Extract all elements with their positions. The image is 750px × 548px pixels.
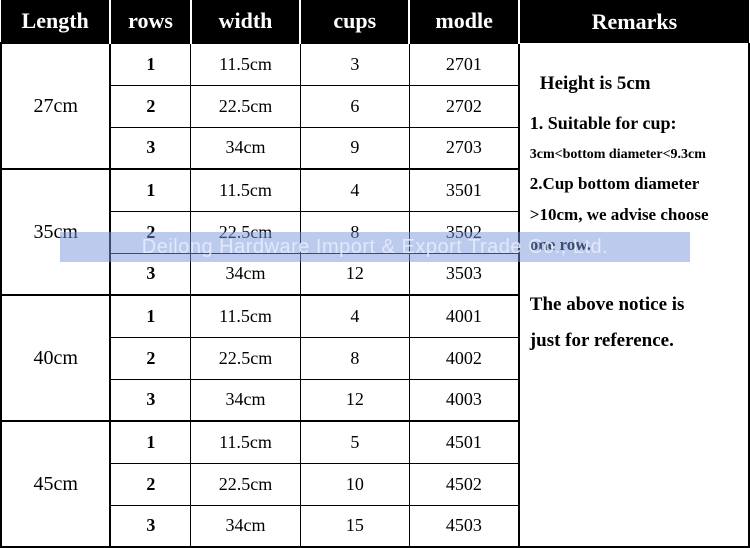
- modle-cell: 4501: [409, 421, 518, 463]
- modle-cell: 2703: [409, 127, 518, 169]
- width-cell: 22.5cm: [191, 337, 300, 379]
- rows-cell: 2: [110, 85, 191, 127]
- cups-cell: 6: [300, 85, 409, 127]
- modle-cell: 2701: [409, 43, 518, 85]
- cups-cell: 8: [300, 211, 409, 253]
- width-cell: 34cm: [191, 127, 300, 169]
- rows-cell: 1: [110, 295, 191, 337]
- width-cell: 34cm: [191, 505, 300, 547]
- rows-cell: 1: [110, 43, 191, 85]
- remarks-height: Height is 5cm: [530, 67, 740, 101]
- cups-cell: 5: [300, 421, 409, 463]
- header-rows: rows: [110, 0, 191, 43]
- header-width: width: [191, 0, 300, 43]
- modle-cell: 4003: [409, 379, 518, 421]
- width-cell: 34cm: [191, 253, 300, 295]
- rows-cell: 2: [110, 463, 191, 505]
- header-length: Length: [1, 0, 110, 43]
- spec-table: Length rows width cups modle Remarks 27c…: [0, 0, 750, 548]
- width-cell: 22.5cm: [191, 211, 300, 253]
- length-cell: 27cm: [1, 43, 110, 169]
- rows-cell: 3: [110, 253, 191, 295]
- cups-cell: 3: [300, 43, 409, 85]
- rows-cell: 2: [110, 337, 191, 379]
- cups-cell: 12: [300, 379, 409, 421]
- modle-cell: 3501: [409, 169, 518, 211]
- spec-table-container: Length rows width cups modle Remarks 27c…: [0, 0, 750, 548]
- header-remarks: Remarks: [519, 0, 749, 43]
- width-cell: 22.5cm: [191, 85, 300, 127]
- header-row: Length rows width cups modle Remarks: [1, 0, 749, 43]
- rows-cell: 1: [110, 421, 191, 463]
- cups-cell: 4: [300, 169, 409, 211]
- modle-cell: 4502: [409, 463, 518, 505]
- modle-cell: 3502: [409, 211, 518, 253]
- width-cell: 11.5cm: [191, 169, 300, 211]
- width-cell: 22.5cm: [191, 463, 300, 505]
- header-modle: modle: [409, 0, 518, 43]
- modle-cell: 2702: [409, 85, 518, 127]
- rows-cell: 2: [110, 211, 191, 253]
- remarks-line1-label: 1. Suitable for cup:: [530, 113, 677, 133]
- spec-table-body: 27cm 1 11.5cm 3 2701 Height is 5cm 1. Su…: [1, 43, 749, 547]
- cups-cell: 10: [300, 463, 409, 505]
- modle-cell: 4001: [409, 295, 518, 337]
- modle-cell: 4503: [409, 505, 518, 547]
- cups-cell: 12: [300, 253, 409, 295]
- cups-cell: 4: [300, 295, 409, 337]
- width-cell: 11.5cm: [191, 421, 300, 463]
- cups-cell: 9: [300, 127, 409, 169]
- length-cell: 35cm: [1, 169, 110, 295]
- rows-cell: 3: [110, 505, 191, 547]
- cups-cell: 15: [300, 505, 409, 547]
- header-cups: cups: [300, 0, 409, 43]
- remarks-line2-label: 2.Cup bottom diameter: [530, 174, 700, 193]
- remarks-footer1: The above notice is: [530, 287, 740, 323]
- modle-cell: 3503: [409, 253, 518, 295]
- remarks-cell: Height is 5cm 1. Suitable for cup: 3cm<b…: [519, 43, 749, 547]
- modle-cell: 4002: [409, 337, 518, 379]
- length-cell: 40cm: [1, 295, 110, 421]
- rows-cell: 3: [110, 379, 191, 421]
- rows-cell: 1: [110, 169, 191, 211]
- width-cell: 34cm: [191, 379, 300, 421]
- remarks-line1-detail: 3cm<bottom diameter<9.3cm: [530, 140, 740, 169]
- table-row: 27cm 1 11.5cm 3 2701 Height is 5cm 1. Su…: [1, 43, 749, 85]
- width-cell: 11.5cm: [191, 295, 300, 337]
- cups-cell: 8: [300, 337, 409, 379]
- rows-cell: 3: [110, 127, 191, 169]
- remarks-line2-detail: >10cm, we advise choose: [530, 200, 740, 231]
- width-cell: 11.5cm: [191, 43, 300, 85]
- remarks-footer2: just for reference.: [530, 323, 740, 359]
- remarks-line2-detail2: one row.: [530, 230, 740, 261]
- length-cell: 45cm: [1, 421, 110, 547]
